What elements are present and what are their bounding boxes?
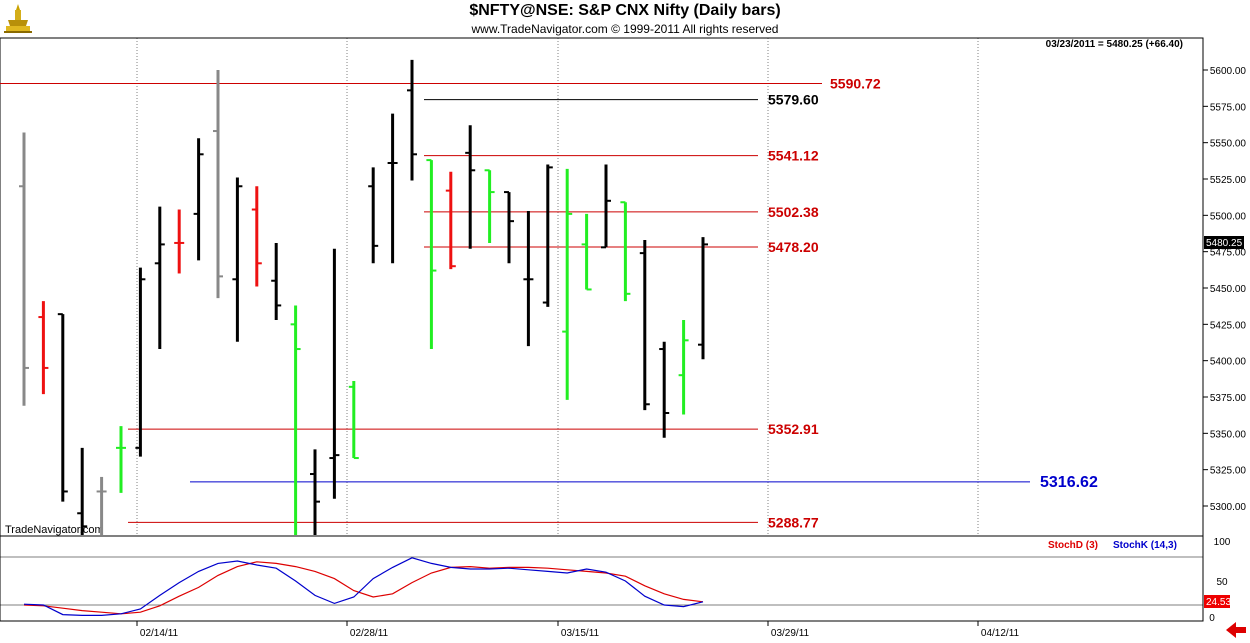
- ohlc-bar: [116, 426, 126, 493]
- price-tick-label: 5400.00: [1210, 357, 1247, 368]
- ohlc-bar: [678, 319, 689, 415]
- stoch-tick-label: 50: [1216, 577, 1228, 588]
- ohlc-bar: [96, 476, 107, 535]
- level-label-5288.77: 5288.77: [768, 514, 819, 530]
- date-axis: 02/14/11 02/28/11 03/15/11 03/29/11 04/12/11: [0, 620, 1203, 639]
- ohlc-bar: [523, 210, 534, 347]
- date-tick-label: 02/28/11: [350, 628, 389, 639]
- ohlc-bar: [387, 113, 398, 264]
- ohlc-bar: [57, 313, 68, 502]
- chart-title: $NFTY@NSE: S&P CNX Nifty (Daily bars): [469, 2, 781, 19]
- price-pane: [0, 37, 1204, 537]
- ohlc-bar: [77, 447, 88, 535]
- ohlc-bar: [174, 209, 185, 274]
- level-label-5590.72: 5590.72: [830, 75, 881, 91]
- ohlc-bar: [232, 177, 243, 342]
- ohlc-bar: [213, 70, 223, 299]
- level-label-5579.60: 5579.60: [768, 92, 819, 108]
- ohlc-bar: [445, 171, 456, 270]
- ohlc-bar: [407, 59, 417, 181]
- price-tick-label: 5325.00: [1210, 466, 1247, 477]
- ohlc-bar: [484, 169, 495, 243]
- price-tick-label: 5500.00: [1210, 211, 1247, 222]
- ohlc-bar: [348, 381, 359, 460]
- ohlc-bar: [465, 125, 476, 249]
- ohlc-bar: [135, 267, 146, 457]
- price-tick-label: 5300.00: [1210, 502, 1247, 513]
- stochastic-lines: [23, 557, 704, 617]
- ohlc-bar: [271, 242, 282, 320]
- ohlc-bar: [542, 164, 553, 307]
- scroll-left-arrow-icon[interactable]: [1222, 619, 1248, 641]
- price-tick-label: 5450.00: [1210, 284, 1247, 295]
- ohlc-bar: [329, 248, 340, 499]
- price-tick-label: 5425.00: [1210, 320, 1247, 331]
- stoch-tick-label: 0: [1209, 613, 1215, 624]
- level-label-5352.91: 5352.91: [768, 421, 819, 437]
- trade-navigator-logo-icon: [4, 4, 32, 33]
- date-tick-label: 03/15/11: [561, 628, 600, 639]
- quote-readout: 03/23/2011 = 5480.25 (+66.40): [1046, 39, 1183, 50]
- date-tick-label: 03/29/11: [771, 628, 810, 639]
- stoch-line-StochD (3): [23, 561, 704, 615]
- level-label-5316.62: 5316.62: [1040, 474, 1098, 491]
- watermark-label: TradeNavigator.com: [5, 524, 104, 536]
- stochastic-reference-lines: [0, 556, 1203, 606]
- stoch-last-tag: [1204, 595, 1230, 608]
- time-gridlines: [136, 38, 979, 620]
- ohlc-bar: [368, 167, 379, 264]
- ohlc-bar: [639, 240, 650, 411]
- ohlc-bar: [19, 132, 29, 406]
- price-tick-label: 5575.00: [1210, 102, 1247, 113]
- ohlc-bar: [154, 206, 165, 350]
- price-axis: 5300.00 5325.00 5350.00 5375.00 5400.00 5425.…: [1203, 66, 1246, 513]
- stochastic-pane: [0, 535, 1204, 622]
- copyright-subtitle: www.TradeNavigator.com © 1999-2011 All r…: [471, 22, 779, 36]
- stoch-last-label: 24.53: [1206, 597, 1231, 608]
- price-tick-label: 5550.00: [1210, 139, 1247, 150]
- price-tick-label: 5525.00: [1210, 175, 1247, 186]
- last-price-label: 5480.25: [1206, 238, 1243, 249]
- ohlc-bar: [251, 186, 262, 287]
- stoch-tick-label: 100: [1214, 537, 1231, 548]
- ohlc-bar: [193, 138, 204, 261]
- ohlc-bar: [504, 191, 514, 264]
- level-label-5478.20: 5478.20: [768, 239, 819, 255]
- level-label-5502.38: 5502.38: [768, 204, 819, 220]
- chart-header: $NFTY@NSE: S&P CNX Nifty (Daily bars) ww…: [0, 0, 1250, 38]
- ohlc-bar: [426, 159, 437, 350]
- last-price-tag: [1204, 236, 1244, 249]
- ohlc-bar: [38, 301, 49, 395]
- ohlc-bar: [601, 164, 611, 249]
- price-tick-label: 5475.00: [1210, 248, 1247, 259]
- stoch-line-StochK (14,3): [23, 557, 704, 617]
- level-label-5541.12: 5541.12: [768, 148, 819, 164]
- ohlc-bar: [698, 237, 708, 360]
- legend-stoch-d: StochD (3): [1048, 540, 1098, 551]
- date-tick-label: 04/12/11: [981, 628, 1020, 639]
- ohlc-bar: [620, 201, 631, 302]
- price-tick-label: 5350.00: [1210, 429, 1247, 440]
- ohlc-bar: [290, 305, 301, 535]
- ohlc-bar: [659, 341, 670, 438]
- date-tick-label: 02/14/11: [140, 628, 179, 639]
- price-levels: 5590.72 5579.60 5541.12 5502.38 5478.20 5352.…: [0, 75, 1098, 530]
- legend-stoch-k: StochK (14,3): [1113, 540, 1177, 551]
- ohlc-bar: [581, 213, 592, 291]
- ohlc-bar: [310, 449, 320, 535]
- price-tick-label: 5375.00: [1210, 393, 1247, 404]
- stochastic-axis: 100 50 0: [1209, 537, 1231, 624]
- price-tick-label: 5600.00: [1210, 66, 1247, 77]
- price-bars: [19, 59, 708, 535]
- ohlc-bar: [562, 168, 573, 400]
